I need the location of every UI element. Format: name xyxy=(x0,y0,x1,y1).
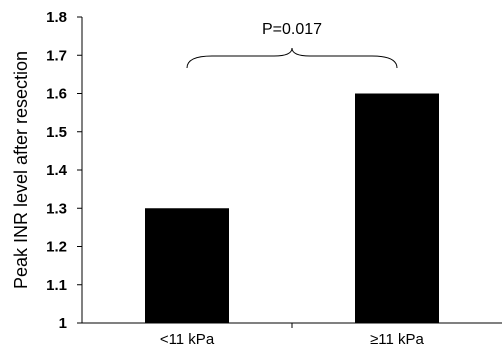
y-tick-label: 1 xyxy=(59,315,67,332)
y-tick-label: 1.8 xyxy=(46,9,67,26)
significance-bracket xyxy=(186,47,398,69)
significance-annotation: P=0.017 xyxy=(186,21,398,69)
y-tick-label: 1.2 xyxy=(46,239,67,256)
y-tick-label: 1.3 xyxy=(46,200,67,217)
y-tick-label: 1.6 xyxy=(46,86,67,103)
x-category-label: <11 kPa xyxy=(160,331,215,348)
y-tick-label: 1.4 xyxy=(46,162,68,179)
y-tick-label: 1.1 xyxy=(46,277,67,294)
p-value-label: P=0.017 xyxy=(262,21,322,38)
y-tick-label: 1.5 xyxy=(46,124,67,141)
bar-1 xyxy=(145,208,229,323)
bar-2 xyxy=(355,93,439,323)
x-category-label: ≥11 kPa xyxy=(370,331,424,348)
y-axis: 1 1.1 1.2 1.3 1.4 1.5 1.6 1.7 1.8 xyxy=(46,9,83,332)
y-axis-title: Peak INR level after resection xyxy=(11,51,31,289)
bars xyxy=(145,93,439,323)
x-axis: <11 kPa ≥11 kPa xyxy=(82,322,502,348)
y-tick-label: 1.7 xyxy=(46,47,67,64)
